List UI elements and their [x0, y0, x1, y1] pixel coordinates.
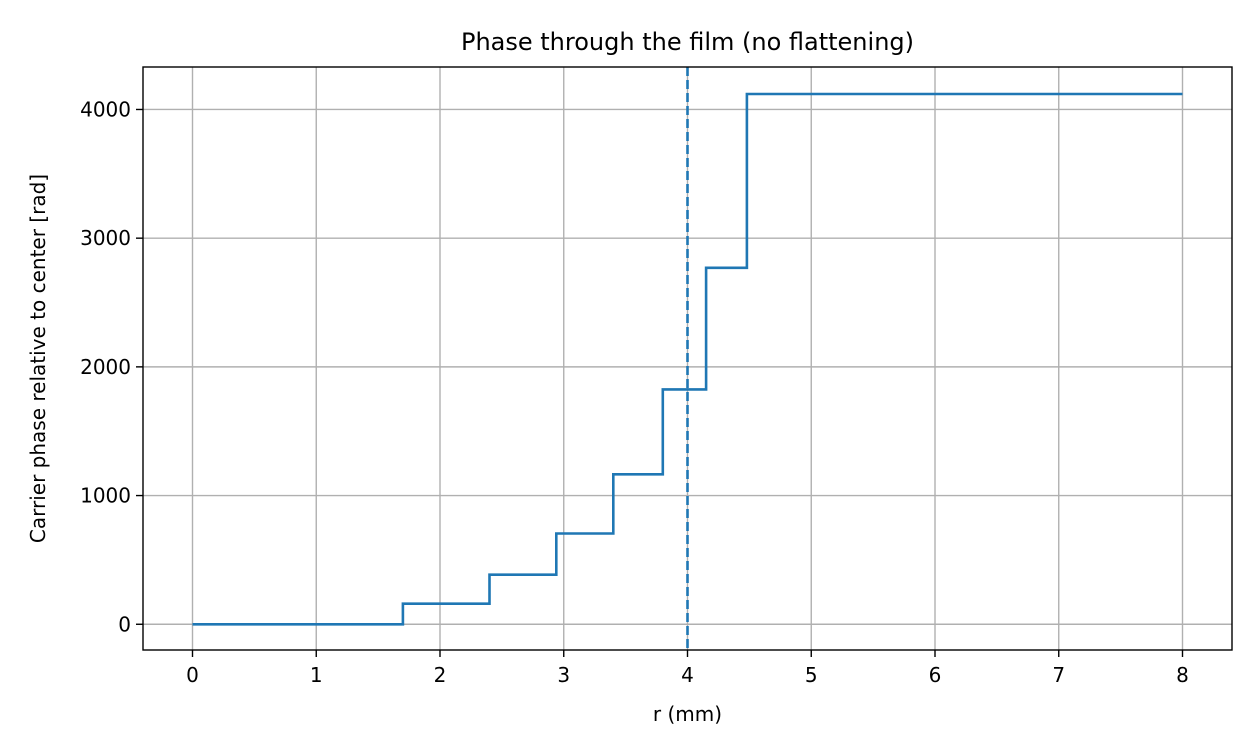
series-line — [192, 92, 1183, 626]
y-tick-label: 2000 — [80, 355, 131, 379]
chart-title: Phase through the film (no flattening) — [461, 28, 914, 56]
x-tick-label: 5 — [805, 663, 818, 687]
y-tick-label: 4000 — [80, 97, 131, 121]
plot-area — [192, 67, 1183, 650]
x-tick-label: 2 — [434, 663, 447, 687]
x-tick-label: 4 — [681, 663, 694, 687]
y-tick-label: 0 — [118, 612, 131, 636]
y-axis-label: Carrier phase relative to center [rad] — [26, 174, 50, 543]
x-tick-label: 7 — [1052, 663, 1065, 687]
x-tick-label: 6 — [929, 663, 942, 687]
x-tick-label: 1 — [310, 663, 323, 687]
ticks: 0 1 2 3 4 5 6 7 8 0 1000 2000 3000 4000 — [80, 97, 1189, 687]
x-tick-label: 3 — [557, 663, 570, 687]
x-tick-label: 0 — [186, 663, 199, 687]
y-tick-label: 3000 — [80, 226, 131, 250]
x-tick-label: 8 — [1176, 663, 1189, 687]
y-tick-label: 1000 — [80, 484, 131, 508]
x-axis-label: r (mm) — [653, 702, 722, 726]
